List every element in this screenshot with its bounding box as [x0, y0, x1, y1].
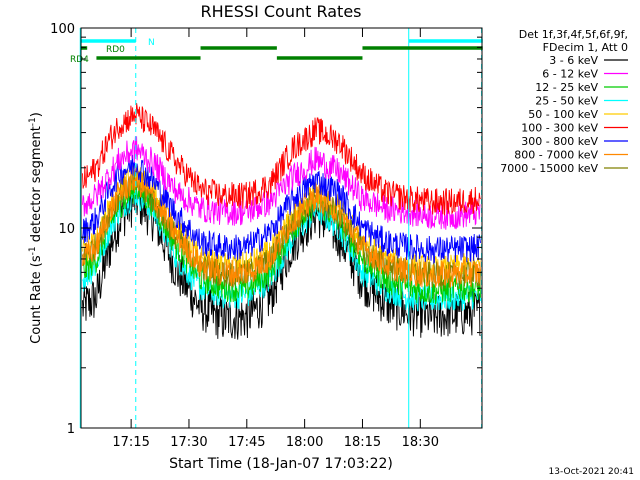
legend-header: FDecim 1, Att 0	[543, 41, 628, 54]
y-label-part: Count Rate (s	[29, 255, 44, 344]
x-tick-label: 18:00	[286, 435, 323, 450]
series-line	[82, 103, 481, 216]
series-line	[82, 177, 481, 305]
flag-label: RD4	[70, 55, 89, 65]
legend-label: 800 - 7000 keV	[514, 149, 598, 162]
x-tick-label: 18:15	[344, 435, 381, 450]
y-label-part: )	[29, 112, 44, 117]
legend-label: 300 - 800 keV	[521, 135, 598, 148]
axes: 17:15 17:30 17:45 18:00 18:15 18:30 1 10 100	[50, 22, 482, 450]
y-axis-label: Count Rate (s-1 detector segment-1)	[28, 112, 44, 344]
x-tick-label: 17:45	[228, 435, 265, 450]
x-tick-label: 17:15	[112, 435, 149, 450]
legend-label: 50 - 100 keV	[528, 108, 598, 121]
chart-title: RHESSI Count Rates	[201, 2, 362, 21]
legend-label: 25 - 50 keV	[535, 95, 598, 108]
x-axis-label: Start Time (18-Jan-07 17:03:22)	[169, 456, 393, 472]
legend-label: 3 - 6 keV	[549, 54, 598, 67]
flag-label: N	[148, 38, 155, 48]
legend-label: 100 - 300 keV	[521, 122, 598, 135]
series-line	[82, 166, 481, 288]
flag-label: RD0	[106, 45, 125, 55]
y-label-exponent: -1	[28, 246, 38, 255]
flag-bars: N RD0 RD4	[70, 38, 483, 65]
series-layer	[82, 103, 481, 340]
x-tick-label: 17:30	[170, 435, 207, 450]
y-label-part: detector segment	[29, 126, 44, 246]
legend-header: Det 1f,3f,4f,5f,6f,9f,	[519, 28, 628, 41]
y-tick-label: 100	[50, 22, 75, 37]
legend-label: 7000 - 15000 keV	[500, 162, 598, 175]
legend: Det 1f,3f,4f,5f,6f,9f,FDecim 1, Att 03 -…	[500, 28, 628, 175]
x-tick-label: 18:30	[402, 435, 439, 450]
y-tick-label: 1	[67, 422, 75, 437]
series-line	[82, 136, 481, 230]
legend-label: 6 - 12 keV	[542, 68, 598, 81]
y-tick-label: 10	[58, 222, 75, 237]
series-line	[82, 154, 481, 265]
legend-label: 12 - 25 keV	[535, 81, 598, 94]
y-label-exponent: -1	[28, 117, 38, 126]
footer-date: 13-Oct-2021 20:41	[549, 467, 634, 477]
